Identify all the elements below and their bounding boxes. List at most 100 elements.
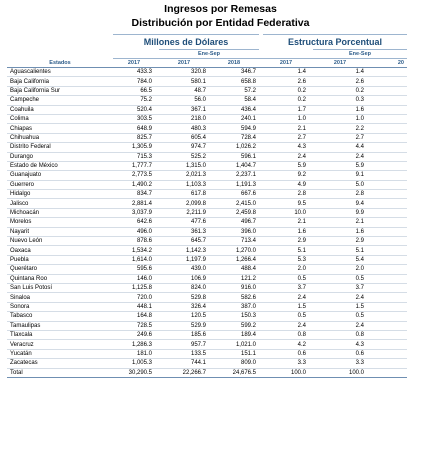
percent-cell: 9.2	[263, 170, 309, 181]
value-cell: 2,021.3	[159, 170, 209, 181]
value-cell: 645.7	[159, 236, 209, 247]
value-cell: 30,290.5	[113, 367, 155, 378]
state-cell: Jalisco	[7, 198, 113, 209]
value-cell: 594.9	[209, 123, 259, 134]
percent-cell: 0.2	[313, 86, 367, 97]
percent-cell: 9.5	[263, 198, 309, 209]
percent-cell: 0.8	[313, 330, 367, 341]
table-row: Oaxaca 1,534.2 1,142.3 1,270.0 5.1 5.1	[7, 245, 407, 256]
percent-cell: 2.4	[263, 292, 309, 303]
value-cell: 957.7	[159, 339, 209, 350]
percent-cell: 2.8	[313, 189, 367, 200]
percent-cell: 2.4	[263, 321, 309, 331]
state-cell: Quintana Roo	[7, 274, 113, 285]
percent-cell: 5.4	[313, 255, 367, 266]
value-cell: 1,266.4	[209, 255, 259, 266]
period-header-millones: Ene-Sep	[159, 49, 259, 59]
state-cell: Durango	[7, 152, 113, 162]
value-cell: 436.4	[209, 105, 259, 115]
percent-cell: 4.4	[313, 142, 367, 153]
table-row: Chiapas 648.9 480.3 594.9 2.1 2.2	[7, 123, 407, 134]
table-row: Michoacán 3,037.9 2,211.9 2,459.8 10.0 9.9	[7, 208, 407, 219]
table-row: Coahuila 520.4 367.1 436.4 1.7 1.6	[7, 105, 407, 115]
percent-cell: 1.7	[263, 105, 309, 115]
percent-cell: 3.3	[313, 358, 367, 369]
year-header: 2017	[113, 58, 155, 68]
value-cell: 2,211.9	[159, 208, 209, 219]
percent-cell: 100.0	[263, 367, 309, 378]
table-row: Puebla 1,614.0 1,197.9 1,266.4 5.3 5.4	[7, 255, 407, 266]
value-cell: 106.9	[159, 274, 209, 285]
value-cell: 1,614.0	[113, 255, 155, 266]
value-cell: 713.4	[209, 236, 259, 247]
value-cell: 916.0	[209, 283, 259, 294]
value-cell: 1,103.3	[159, 180, 209, 191]
value-cell: 1,125.8	[113, 283, 155, 294]
value-cell: 715.3	[113, 152, 155, 162]
percent-cell: 5.1	[313, 245, 367, 256]
value-cell: 120.5	[159, 311, 209, 322]
percent-cell: 2.4	[313, 292, 367, 303]
percent-cell: 5.0	[313, 180, 367, 191]
table-row: Jalisco 2,881.4 2,099.8 2,415.0 9.5 9.4	[7, 198, 407, 209]
value-cell: 580.1	[159, 76, 209, 87]
table-row: Baja California 784.0 580.1 658.8 2.6 2.6	[7, 76, 407, 87]
table-row: Tabasco 164.8 120.5 150.3 0.5 0.5	[7, 311, 407, 322]
table-row: Tlaxcala 249.6 185.6 189.4 0.8 0.8	[7, 330, 407, 341]
value-cell: 1,286.3	[113, 339, 155, 350]
value-cell: 189.4	[209, 330, 259, 341]
state-cell: Sonora	[7, 302, 113, 313]
state-cell: Nayarit	[7, 227, 113, 238]
state-cell: Colima	[7, 114, 113, 125]
value-cell: 496.0	[113, 227, 155, 238]
percent-cell: 3.3	[263, 358, 309, 369]
percent-cell: 1.6	[263, 227, 309, 238]
state-cell: Hidalgo	[7, 189, 113, 200]
value-cell: 303.5	[113, 114, 155, 125]
value-cell: 56.0	[159, 95, 209, 106]
percent-cell: 3.7	[263, 283, 309, 294]
percent-cell: 1.4	[263, 67, 309, 78]
table-row: Querétaro 595.6 439.0 488.4 2.0 2.0	[7, 264, 407, 275]
value-cell: 1,315.0	[159, 161, 209, 172]
percent-cell: 0.6	[313, 349, 367, 360]
report-header: Ingresos por Remesas Distribución por En…	[0, 0, 441, 30]
value-cell: 22,266.7	[159, 367, 209, 378]
value-cell: 185.6	[159, 330, 209, 341]
report-subtitle: Distribución por Entidad Federativa	[131, 17, 310, 29]
table-row: Sinaloa 720.0 529.8 582.6 2.4 2.4	[7, 292, 407, 303]
value-cell: 480.3	[159, 123, 209, 134]
value-cell: 240.1	[209, 114, 259, 125]
table-row: San Luis Potosí 1,125.8 824.0 916.0 3.7 3.7	[7, 283, 407, 294]
state-cell: Baja California Sur	[7, 86, 113, 97]
state-cell: Guanajuato	[7, 170, 113, 181]
state-cell: Sinaloa	[7, 292, 113, 303]
percent-cell: 2.1	[263, 217, 309, 228]
value-cell: 439.0	[159, 264, 209, 275]
percent-cell: 100.0	[313, 367, 367, 378]
table-row: Aguascalientes 433.3 320.8 346.7 1.4 1.4	[7, 67, 407, 78]
value-cell: 648.9	[113, 123, 155, 134]
table-row: Nayarit 496.0 361.3 396.0 1.6 1.6	[7, 227, 407, 238]
percent-cell: 1.5	[263, 302, 309, 313]
state-cell: Nuevo León	[7, 236, 113, 247]
value-cell: 1,005.3	[113, 358, 155, 369]
state-cell: Querétaro	[7, 264, 113, 275]
table-row: Nuevo León 878.6 645.7 713.4 2.9 2.9	[7, 236, 407, 247]
value-cell: 48.7	[159, 86, 209, 97]
percent-cell: 1.4	[313, 67, 367, 78]
percent-cell: 9.4	[313, 198, 367, 209]
table-row: Total 30,290.5 22,266.7 24,676.5 100.0 100.0	[7, 367, 407, 378]
percent-cell: 5.9	[263, 161, 309, 172]
value-cell: 974.7	[159, 142, 209, 153]
column-header-estados: Estados	[7, 49, 113, 68]
value-cell: 1,404.7	[209, 161, 259, 172]
value-cell: 617.8	[159, 189, 209, 200]
percent-cell: 0.3	[313, 95, 367, 106]
value-cell: 1,534.2	[113, 245, 155, 256]
state-cell: Estado de México	[7, 161, 113, 172]
value-cell: 809.0	[209, 358, 259, 369]
value-cell: 151.1	[209, 349, 259, 360]
table-row: Campeche 75.2 56.0 58.4 0.2 0.3	[7, 95, 407, 106]
value-cell: 2,459.8	[209, 208, 259, 219]
